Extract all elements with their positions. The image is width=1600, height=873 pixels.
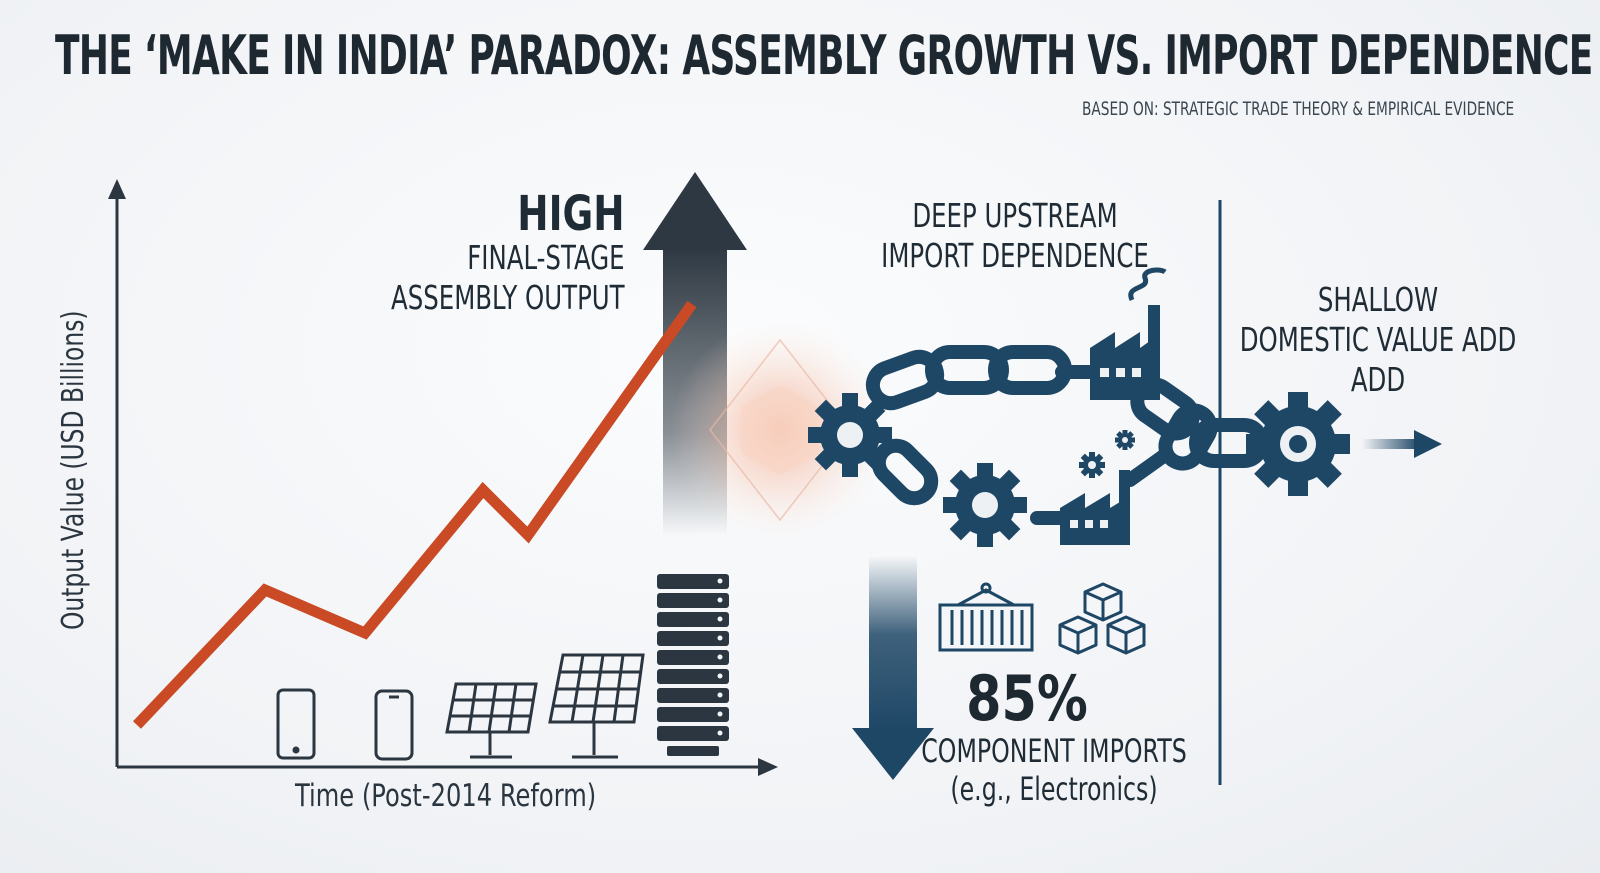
gear-icon [1246, 392, 1350, 496]
gear-icon [943, 463, 1027, 547]
glow-hexagon [670, 320, 890, 540]
chain-icon [865, 345, 1269, 525]
factory-icon [1090, 267, 1167, 400]
gear-icon [1115, 430, 1135, 450]
shallow-line: DOMESTIC VALUE ADD [1239, 320, 1517, 359]
y-axis-arrow [108, 179, 126, 199]
upstream-line: IMPORT DEPENDENCE [881, 236, 1149, 275]
component-imports-line: COMPONENT IMPORTS [921, 732, 1187, 770]
gear-icon [808, 393, 892, 477]
x-axis-label: Time (Post-2014 Reform) [295, 778, 597, 814]
shallow-line: ADD [1350, 360, 1406, 399]
x-axis-arrow [758, 758, 778, 776]
gear-icon [1079, 452, 1105, 478]
solar-panel-icon [445, 682, 538, 759]
import-percentage-value: 85% [966, 662, 1088, 735]
y-axis-label: Output Value (USD Billions) [56, 310, 91, 630]
server-rack-icon [657, 574, 729, 756]
assembly-output-line: ASSEMBLY OUTPUT [391, 278, 625, 317]
shallow-line: SHALLOW [1317, 280, 1439, 319]
smartphone-icon [276, 688, 316, 760]
arrow-right-icon [1362, 430, 1442, 458]
chart-axes [108, 179, 778, 776]
upstream-line: DEEP UPSTREAM [912, 196, 1118, 235]
down-arrow [852, 556, 934, 780]
component-imports-line: (e.g., Electronics) [950, 770, 1158, 808]
smartphone-icon [374, 689, 414, 761]
page-title: THE ‘MAKE IN INDIA’ PARADOX: ASSEMBLY GR… [55, 24, 1593, 87]
solar-panel-icon [548, 653, 645, 759]
growth-line [133, 300, 697, 729]
factory-icon [1060, 470, 1130, 545]
assembly-output-line: FINAL-STAGE [467, 238, 625, 277]
high-label: HIGH [517, 186, 625, 242]
page-subtitle: BASED ON: STRATEGIC TRADE THEORY & EMPIR… [1081, 98, 1514, 120]
shipping-container-icon [938, 582, 1034, 652]
assembly-output-label: FINAL-STAGE ASSEMBLY OUTPUT [391, 238, 625, 318]
boxes-icon [1058, 582, 1146, 655]
